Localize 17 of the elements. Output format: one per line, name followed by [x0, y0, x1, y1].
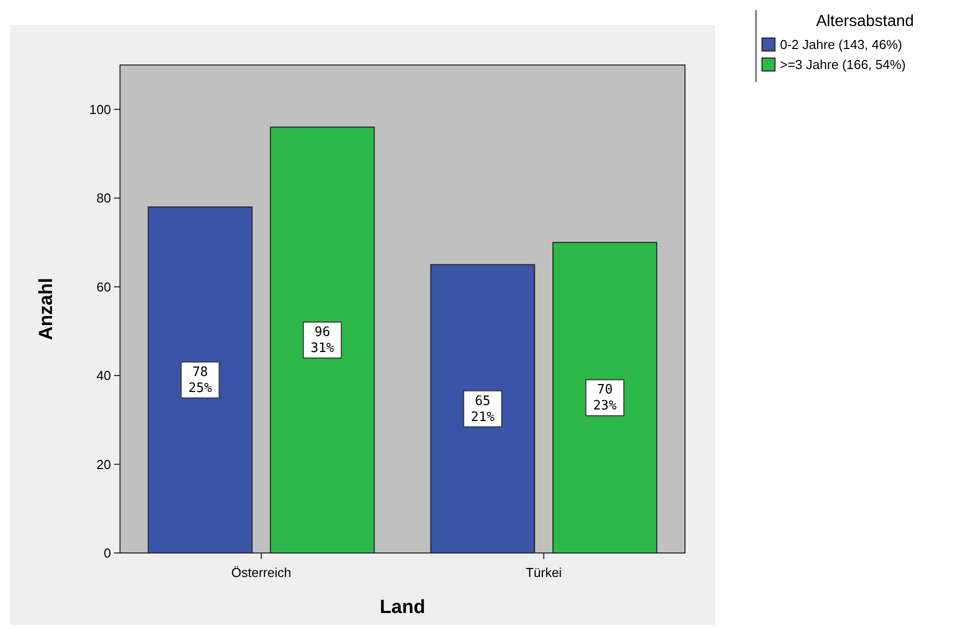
- y-tick-label: 80: [96, 190, 111, 206]
- x-axis-title: Land: [380, 597, 426, 618]
- y-tick-label: 60: [96, 279, 111, 294]
- y-tick-label: 100: [89, 102, 111, 117]
- legend-label: 0-2 Jahre (143, 46%): [780, 37, 902, 52]
- data-label: 78 25%: [188, 364, 212, 396]
- x-tick-label: Türkei: [526, 565, 562, 580]
- data-label: 96 31%: [310, 325, 334, 356]
- y-tick-label: 0: [104, 546, 111, 561]
- y-axis-title: Anzahl: [36, 278, 57, 340]
- x-tick-label: Österreich: [231, 565, 292, 580]
- legend-label: >=3 Jahre (166, 54%): [780, 57, 906, 72]
- legend-title: Altersabstand: [816, 13, 914, 30]
- data-label: 70 23%: [593, 382, 617, 414]
- y-tick-label: 40: [96, 368, 111, 384]
- y-tick-label: 20: [96, 456, 111, 472]
- data-label: 65 21%: [470, 394, 495, 425]
